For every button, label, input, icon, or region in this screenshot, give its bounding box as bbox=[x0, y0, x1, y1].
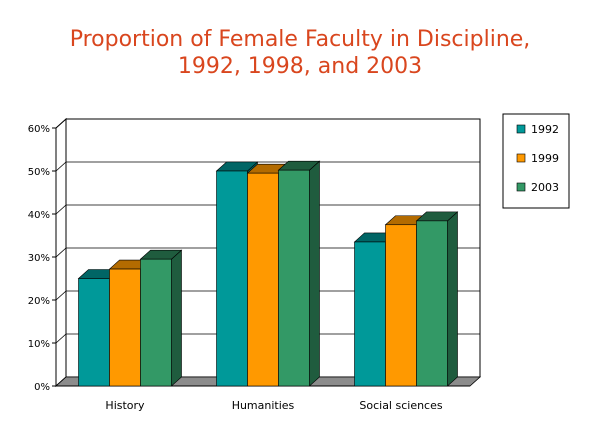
chart-title-line-1: Proportion of Female Faculty in Discipli… bbox=[69, 27, 531, 52]
bar-side bbox=[447, 211, 458, 387]
bar-side bbox=[309, 160, 320, 387]
gridline-side bbox=[55, 161, 67, 172]
legend-label-1992: 1992 bbox=[531, 123, 559, 136]
gridline-side bbox=[55, 333, 67, 344]
y-tick-label: 10% bbox=[28, 339, 50, 350]
x-axis-labels: History Humanities Social sciences bbox=[105, 399, 442, 412]
bar-front bbox=[385, 224, 417, 387]
y-tick-label: 20% bbox=[28, 296, 50, 307]
y-tick-label: 30% bbox=[28, 253, 50, 264]
bar-social-sciences-2003 bbox=[415, 211, 459, 387]
x-tick-label: Social sciences bbox=[359, 399, 442, 412]
bar-front bbox=[247, 172, 279, 387]
y-tick-label: 60% bbox=[28, 124, 50, 135]
bar-front bbox=[416, 220, 448, 387]
gridline-side bbox=[55, 204, 67, 215]
legend-swatch-1992 bbox=[516, 124, 526, 134]
legend-label-2003: 2003 bbox=[531, 181, 559, 194]
legend-swatch-1999 bbox=[516, 153, 526, 163]
x-tick-label: History bbox=[105, 399, 145, 412]
gridline-side bbox=[55, 118, 67, 129]
y-tick-label: 50% bbox=[28, 167, 50, 178]
gridline-side bbox=[55, 247, 67, 258]
bar-front bbox=[78, 278, 110, 387]
legend-box bbox=[502, 113, 570, 209]
legend: 1992 1999 2003 bbox=[502, 113, 570, 209]
y-axis-ticks: 0% 10% 20% 30% 40% 50% 60% bbox=[28, 124, 57, 393]
chart-title-line-2: 1992, 1998, and 2003 bbox=[177, 54, 423, 79]
bar-front bbox=[216, 170, 248, 387]
bar-side bbox=[171, 249, 182, 387]
x-tick-label: Humanities bbox=[232, 399, 295, 412]
bar-history-2003 bbox=[139, 249, 183, 387]
bar-front bbox=[109, 268, 141, 387]
bars bbox=[77, 160, 459, 387]
bar-front bbox=[140, 258, 172, 387]
gridline-side bbox=[55, 290, 67, 301]
bar-humanities-2003 bbox=[277, 160, 321, 387]
bar-front bbox=[278, 169, 310, 387]
y-tick-label: 0% bbox=[34, 382, 50, 393]
legend-swatch-2003 bbox=[516, 182, 526, 192]
bar-front bbox=[354, 241, 386, 387]
legend-label-1999: 1999 bbox=[531, 152, 559, 165]
y-tick-label: 40% bbox=[28, 210, 50, 221]
